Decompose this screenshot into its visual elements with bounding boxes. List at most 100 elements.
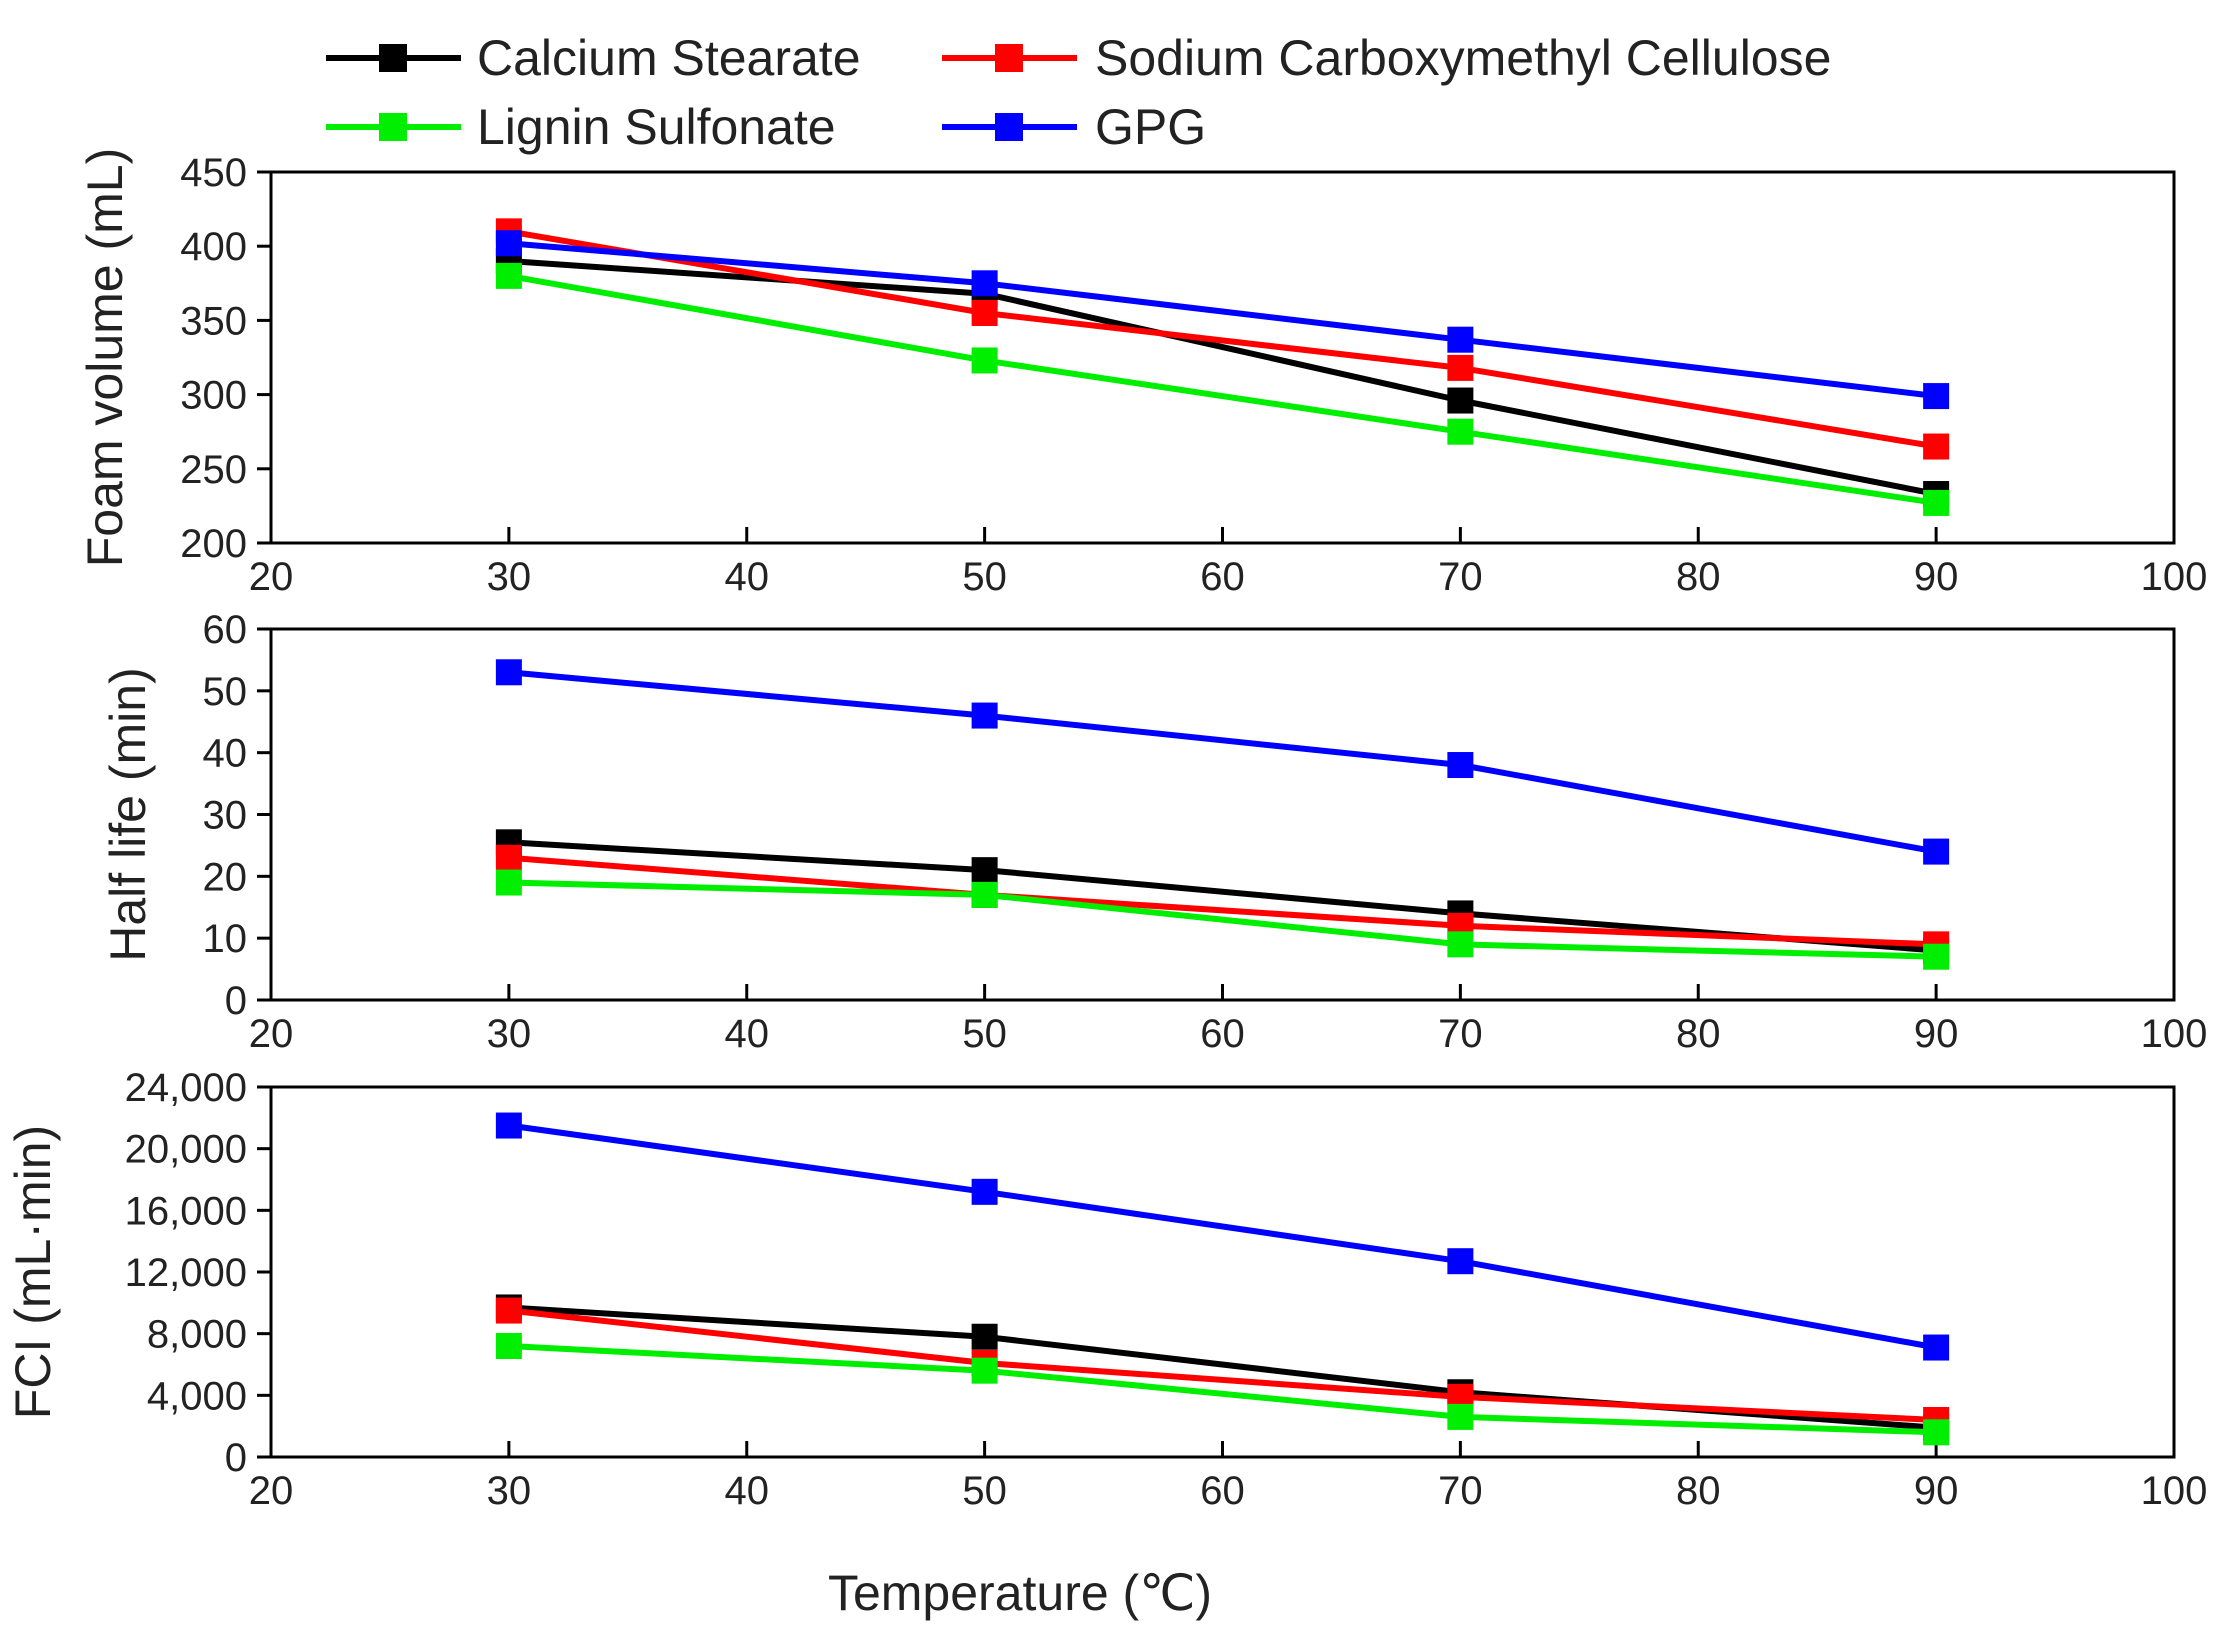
y-tick-label: 0 bbox=[225, 1436, 247, 1480]
x-tick-label: 90 bbox=[1914, 1012, 1959, 1056]
series-line bbox=[508, 240, 1937, 400]
series-lignin-sulfonate bbox=[495, 869, 1950, 970]
series-sodium-carboxymethyl-cellulose bbox=[495, 218, 1950, 460]
legend-entry-lignin-sulfonate: Lignin Sulfonate bbox=[326, 99, 836, 155]
y-tick-label: 250 bbox=[180, 448, 247, 492]
y-tick-label: 200 bbox=[180, 522, 247, 566]
data-point bbox=[495, 1333, 522, 1359]
x-tick-label: 30 bbox=[487, 1012, 532, 1056]
series-calcium-stearate bbox=[495, 829, 1950, 964]
x-tick-label: 60 bbox=[1200, 1469, 1245, 1513]
x-axis-title: Temperature (℃) bbox=[828, 1565, 1212, 1621]
data-point bbox=[495, 230, 522, 257]
data-point bbox=[495, 844, 522, 871]
data-point bbox=[1923, 383, 1950, 410]
legend-label: Calcium Stearate bbox=[477, 30, 861, 86]
x-tick-label: 100 bbox=[2141, 555, 2208, 599]
x-tick-label: 70 bbox=[1438, 555, 1483, 599]
y-tick-label: 50 bbox=[203, 670, 248, 714]
legend-marker bbox=[995, 44, 1023, 72]
data-point bbox=[1447, 418, 1474, 445]
legend-label: GPG bbox=[1095, 99, 1206, 155]
data-point bbox=[971, 299, 998, 326]
series-gpg bbox=[495, 659, 1950, 865]
legend-entry-sodium-carboxymethyl-cellulose: Sodium Carboxymethyl Cellulose bbox=[942, 30, 1831, 86]
data-point bbox=[971, 1323, 998, 1350]
data-point bbox=[495, 659, 522, 686]
data-point bbox=[495, 262, 522, 289]
data-point bbox=[1923, 1334, 1950, 1361]
data-point bbox=[495, 1297, 522, 1324]
x-tick-label: 80 bbox=[1676, 1012, 1721, 1056]
y-tick-label: 350 bbox=[180, 299, 247, 343]
x-tick-label: 20 bbox=[249, 1469, 294, 1513]
data-point bbox=[971, 881, 998, 908]
panels: 20 30 40 50 60 70 80 90 100200250300350400450Foa… bbox=[5, 148, 2207, 1513]
y-axis-title: FCI (mL·min) bbox=[5, 1125, 61, 1419]
series-line bbox=[508, 669, 1937, 855]
data-point bbox=[1447, 387, 1474, 414]
legend-entry-gpg: GPG bbox=[942, 99, 1206, 155]
y-tick-label: 300 bbox=[180, 374, 247, 418]
x-tick-label: 40 bbox=[725, 555, 770, 599]
series-line bbox=[508, 1343, 1937, 1436]
y-tick-label: 10 bbox=[203, 917, 248, 961]
data-point bbox=[971, 702, 998, 729]
panel-foam: 20 30 40 50 60 70 80 90 100 200 250 300 350 400 450 Foa… bbox=[77, 148, 2207, 599]
series-line bbox=[508, 839, 1937, 954]
x-tick-label: 90 bbox=[1914, 1469, 1959, 1513]
data-point bbox=[971, 1178, 998, 1205]
series-lignin-sulfonate bbox=[495, 1333, 1950, 1446]
legend-entry-calcium-stearate: Calcium Stearate bbox=[326, 30, 861, 86]
data-point bbox=[1447, 1403, 1474, 1430]
x-tick-label: 90 bbox=[1914, 555, 1959, 599]
data-point bbox=[971, 270, 998, 297]
series-gpg bbox=[495, 1112, 1950, 1361]
y-axis-title: Half life (min) bbox=[100, 667, 156, 961]
data-point bbox=[971, 857, 998, 884]
panel-halflife: 20 30 40 50 60 70 80 90 100 0 10 20 30 40 50 60 Half lif… bbox=[100, 608, 2207, 1056]
y-tick-label: 30 bbox=[203, 794, 248, 838]
y-tick-label: 40 bbox=[203, 732, 248, 776]
data-point bbox=[1447, 326, 1474, 353]
y-tick-label: 12,000 bbox=[125, 1251, 247, 1295]
panel-fci: 20 30 40 50 60 70 80 90 100 0 4,000 8,000 12,000 16,0… bbox=[5, 1066, 2207, 1513]
y-tick-label: 20 bbox=[203, 855, 248, 899]
y-tick-label: 0 bbox=[225, 979, 247, 1023]
legend: Calcium Stearate Sodium Carboxymethyl Cel… bbox=[326, 30, 1831, 155]
y-tick-label: 450 bbox=[180, 151, 247, 195]
series-line bbox=[508, 1307, 1937, 1423]
x-tick-label: 60 bbox=[1200, 1012, 1245, 1056]
legend-marker bbox=[379, 44, 407, 72]
data-point bbox=[495, 1112, 522, 1139]
data-point bbox=[1447, 931, 1474, 958]
x-tick-label: 100 bbox=[2141, 1012, 2208, 1056]
series-line bbox=[508, 272, 1937, 506]
series-lignin-sulfonate bbox=[495, 262, 1950, 516]
x-tick-label: 100 bbox=[2141, 1469, 2208, 1513]
y-tick-label: 8,000 bbox=[147, 1313, 247, 1357]
x-tick-label: 50 bbox=[962, 555, 1007, 599]
y-tick-label: 16,000 bbox=[125, 1189, 247, 1233]
series-line bbox=[508, 1122, 1937, 1351]
y-tick-label: 60 bbox=[203, 608, 248, 652]
x-tick-label: 40 bbox=[725, 1012, 770, 1056]
y-tick-label: 4,000 bbox=[147, 1374, 247, 1418]
series-line bbox=[508, 258, 1937, 497]
y-axis-title: Foam volume (mL) bbox=[77, 148, 133, 568]
data-point bbox=[1923, 489, 1950, 516]
plot-frame bbox=[269, 1085, 2176, 1459]
series-gpg bbox=[495, 230, 1950, 410]
x-tick-label: 80 bbox=[1676, 1469, 1721, 1513]
data-point bbox=[1447, 752, 1474, 779]
x-tick-label: 30 bbox=[487, 555, 532, 599]
data-point bbox=[1923, 943, 1950, 970]
y-tick-label: 20,000 bbox=[125, 1128, 247, 1172]
x-tick-label: 20 bbox=[249, 1012, 294, 1056]
series-calcium-stearate bbox=[495, 248, 1950, 508]
series-calcium-stearate bbox=[495, 1294, 1950, 1441]
data-point bbox=[1447, 1248, 1474, 1275]
x-tick-label: 50 bbox=[962, 1012, 1007, 1056]
legend-label: Sodium Carboxymethyl Cellulose bbox=[1095, 30, 1831, 86]
data-point bbox=[971, 1357, 998, 1384]
